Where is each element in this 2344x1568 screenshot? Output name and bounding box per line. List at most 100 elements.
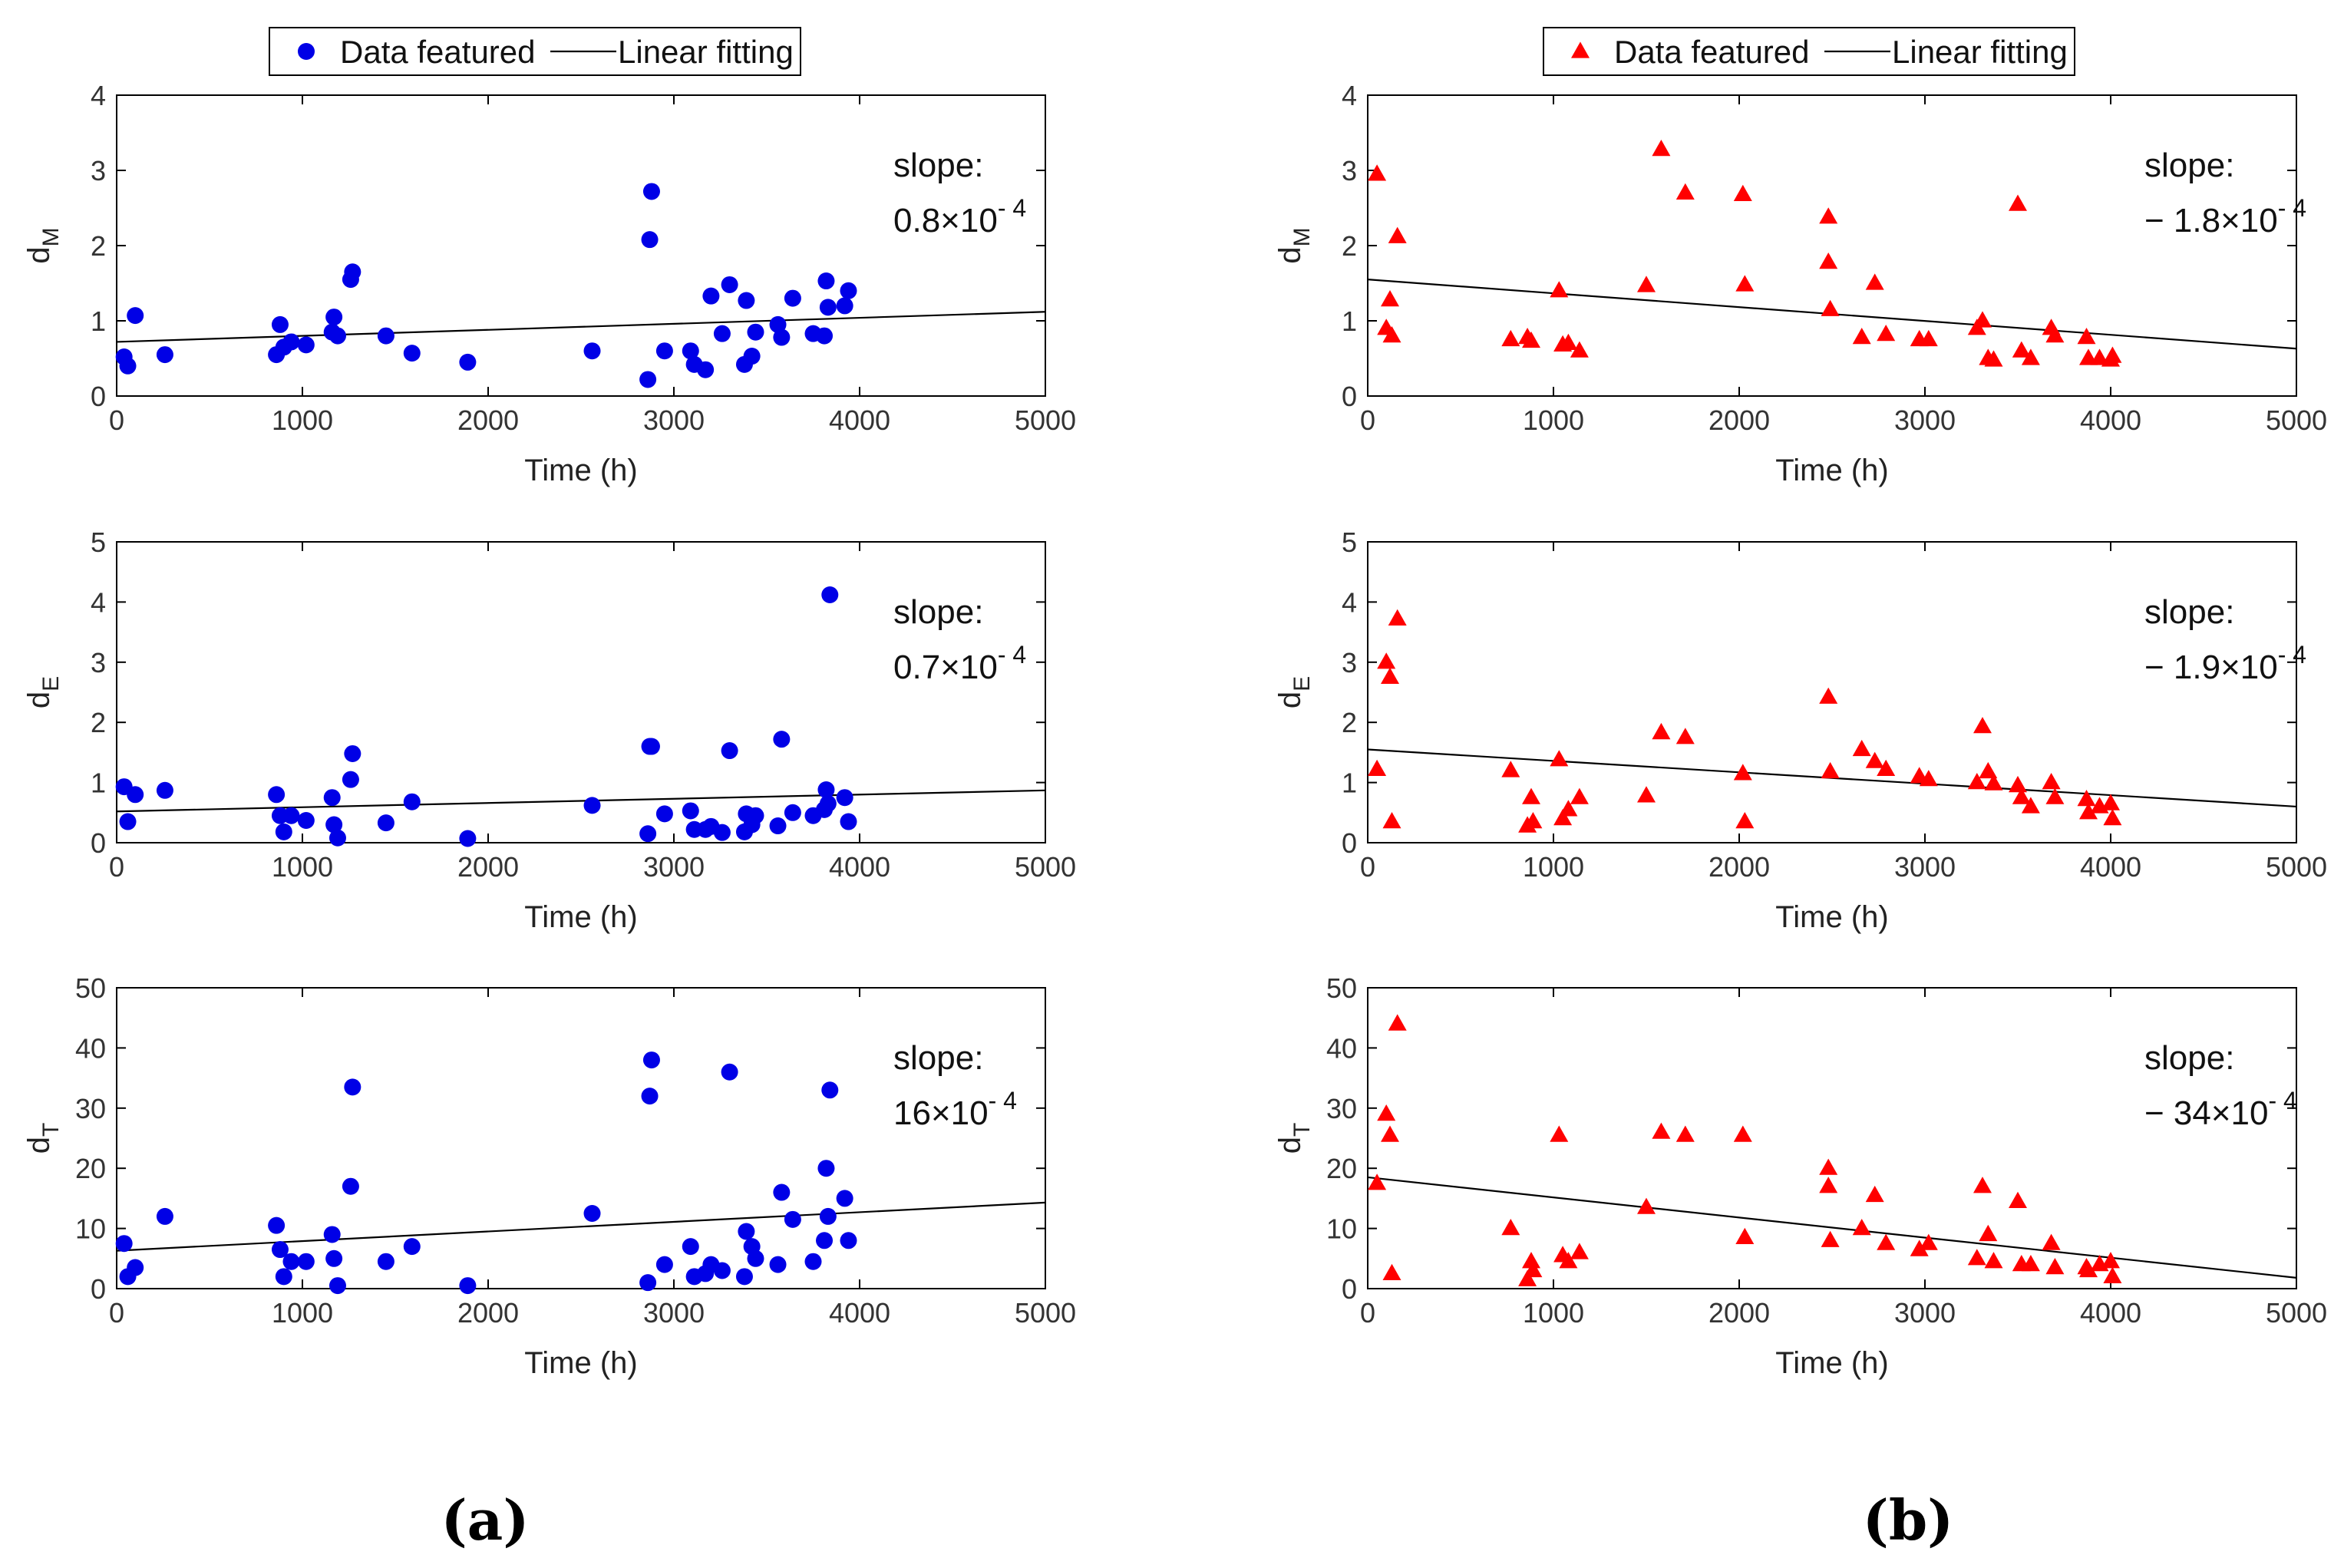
data-point	[1652, 722, 1671, 740]
y-axis-label-main: d	[1273, 692, 1307, 708]
data-point	[642, 1051, 660, 1069]
data-point	[377, 1253, 395, 1270]
data-point	[639, 371, 657, 388]
legend-marker	[298, 43, 315, 60]
data-point	[1637, 786, 1656, 803]
x-tick-label: 3000	[1894, 1297, 1956, 1329]
data-point	[1979, 1224, 1998, 1242]
y-tick-label: 10	[1326, 1213, 1357, 1245]
data-point	[1819, 687, 1838, 704]
x-tick-label: 0	[1360, 404, 1375, 436]
y-axis-label-sub: E	[1289, 676, 1315, 692]
data-point	[127, 307, 144, 325]
y-tick-label: 1	[1342, 767, 1357, 799]
x-tick-label: 1000	[272, 1297, 333, 1329]
data-point	[738, 1223, 755, 1240]
data-point	[297, 336, 315, 354]
data-point	[459, 353, 477, 371]
data-point	[1819, 1158, 1838, 1175]
data-point	[115, 1235, 133, 1253]
data-point	[2045, 1258, 2065, 1275]
data-point	[642, 183, 660, 200]
slope-value: 16×10- 4	[893, 1087, 1017, 1132]
data-point	[1979, 761, 1998, 779]
data-point	[282, 1253, 300, 1270]
slope-value: − 34×10- 4	[2144, 1087, 2297, 1132]
data-point	[2103, 346, 2122, 363]
slope-coefficient: − 1.9×10	[2144, 649, 2278, 686]
data-point	[747, 807, 764, 824]
y-tick-label: 40	[1326, 1032, 1357, 1064]
data-point	[1967, 773, 1986, 790]
slope-label: slope:	[2144, 1039, 2234, 1077]
slope-exponent: - 4	[998, 194, 1026, 222]
data-point	[344, 1078, 362, 1096]
y-axis-label: dM	[1273, 227, 1315, 263]
legend-entry-data: Data featured	[340, 34, 536, 70]
data-point	[583, 1205, 601, 1222]
linear-fit-line	[116, 789, 1046, 813]
axes-box	[1367, 987, 2297, 1289]
slope-coefficient: − 34×10	[2144, 1094, 2269, 1132]
data-point	[2009, 775, 2027, 793]
data-point	[127, 786, 144, 804]
data-point	[747, 323, 764, 341]
data-point	[1377, 652, 1396, 669]
y-tick-label: 1	[91, 305, 106, 337]
data-point	[655, 1256, 673, 1273]
data-point	[325, 816, 343, 834]
x-tick-label: 0	[1360, 1297, 1375, 1329]
data-point	[1733, 184, 1752, 201]
data-point	[1550, 1125, 1569, 1142]
data-point	[721, 276, 738, 293]
data-point	[1733, 1125, 1752, 1142]
legend-marker	[1571, 41, 1590, 58]
data-point	[1819, 1177, 1838, 1193]
data-point	[697, 361, 715, 378]
y-tick-label: 20	[75, 1153, 106, 1184]
data-point	[583, 342, 601, 360]
x-tick-label: 2000	[457, 851, 519, 883]
data-point	[328, 1277, 346, 1295]
linear-fit-line	[116, 1201, 1046, 1252]
data-point	[836, 297, 853, 315]
data-point	[655, 342, 673, 360]
data-point	[2103, 1266, 2122, 1283]
data-point	[1388, 1014, 1407, 1031]
data-point	[275, 823, 292, 840]
data-point	[2103, 809, 2122, 826]
data-point	[1382, 326, 1401, 343]
data-point	[275, 1268, 292, 1286]
data-point	[1550, 750, 1569, 767]
plot-b-dT: 0 1000 2000 3000 4000 5000 0 10 20 30 40 50 Time (h)…	[1273, 972, 2327, 1380]
data-point	[819, 299, 837, 316]
data-point	[655, 805, 673, 823]
data-point	[1852, 328, 1871, 345]
data-point	[721, 1063, 738, 1081]
data-point	[641, 231, 659, 249]
data-point	[1388, 609, 1407, 626]
data-point	[1381, 667, 1399, 684]
data-point	[1524, 1260, 1543, 1278]
data-point	[769, 817, 787, 835]
slope-label: slope:	[893, 593, 983, 631]
x-tick-label: 0	[109, 404, 124, 436]
data-point	[1819, 253, 1838, 269]
y-tick-label: 1	[1342, 305, 1357, 337]
y-tick-label: 2	[91, 230, 106, 262]
linear-fit-line	[116, 311, 1046, 343]
data-point	[323, 1226, 341, 1243]
data-point	[328, 327, 346, 345]
slope-label: slope:	[893, 1039, 983, 1077]
data-point	[1733, 764, 1752, 781]
data-point	[459, 1277, 477, 1295]
y-axis-label-sub: E	[38, 676, 64, 692]
data-point	[743, 348, 761, 365]
data-point	[268, 1216, 286, 1234]
x-tick-label: 2000	[457, 404, 519, 436]
data-point	[1368, 1174, 1387, 1190]
y-axis-label-main: d	[22, 246, 56, 263]
data-point	[816, 1232, 834, 1249]
data-point	[1984, 774, 2003, 791]
